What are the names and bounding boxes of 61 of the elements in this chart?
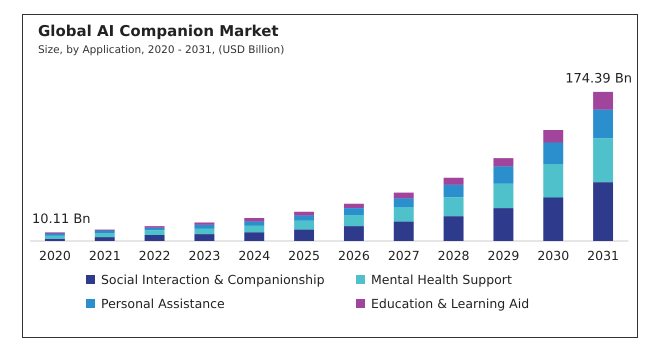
x-tick-label: 2021 [88, 248, 121, 263]
legend-label: Social Interaction & Companionship [101, 272, 324, 287]
annotation: 10.11 Bn [32, 212, 91, 228]
bar [244, 225, 264, 232]
bar [344, 208, 364, 216]
x-tick-label: 2028 [438, 248, 470, 263]
bar [493, 166, 514, 184]
x-tick-label: 2029 [488, 248, 520, 263]
legend-label: Education & Learning Aid [371, 296, 530, 311]
bar [593, 92, 614, 110]
bar [344, 215, 364, 226]
bar [444, 216, 464, 241]
bar [394, 192, 414, 198]
bar [144, 230, 165, 236]
bar [394, 206, 414, 222]
bar [194, 234, 214, 241]
bar [294, 212, 314, 216]
bar [244, 232, 264, 241]
bar [294, 230, 314, 241]
bar [444, 197, 464, 216]
bar [394, 222, 414, 241]
bar [593, 182, 614, 241]
x-tick-label: 2024 [238, 248, 270, 263]
bar [444, 184, 464, 198]
chart-title: Global AI Companion Market [38, 22, 279, 40]
bar [444, 178, 464, 185]
bar [394, 198, 414, 207]
legend-label: Mental Health Support [371, 272, 512, 287]
bar [294, 220, 314, 230]
x-tick-label: 2026 [338, 248, 370, 263]
bar [144, 228, 165, 230]
bar [194, 224, 214, 228]
bar [294, 216, 314, 221]
x-tick-label: 2025 [288, 248, 320, 263]
bar [493, 184, 514, 208]
bar [44, 236, 65, 239]
bar [543, 197, 564, 241]
bar [344, 226, 364, 241]
x-tick-label: 2027 [388, 248, 420, 263]
x-tick-label: 2020 [39, 248, 71, 263]
annotation: 174.39 Bn [565, 72, 632, 87]
bar [244, 222, 264, 226]
bar [543, 142, 564, 164]
bar [344, 204, 364, 208]
x-tick-label: 2030 [537, 248, 570, 263]
bar [543, 164, 564, 198]
x-tick-label: 2022 [138, 248, 170, 263]
bar [593, 110, 614, 138]
x-tick-label: 2023 [188, 248, 220, 263]
bar [194, 228, 214, 234]
bar [244, 218, 264, 222]
bar [543, 130, 564, 143]
x-tick-label: 2031 [587, 248, 619, 263]
bar [493, 158, 514, 166]
bar [144, 235, 165, 241]
bar [94, 237, 115, 241]
bar [493, 208, 514, 241]
legend-label: Personal Assistance [101, 296, 225, 311]
chart-subtitle: Size, by Application, 2020 - 2031, (USD Billion) [38, 44, 284, 56]
bar [593, 138, 614, 182]
bar [94, 232, 115, 238]
